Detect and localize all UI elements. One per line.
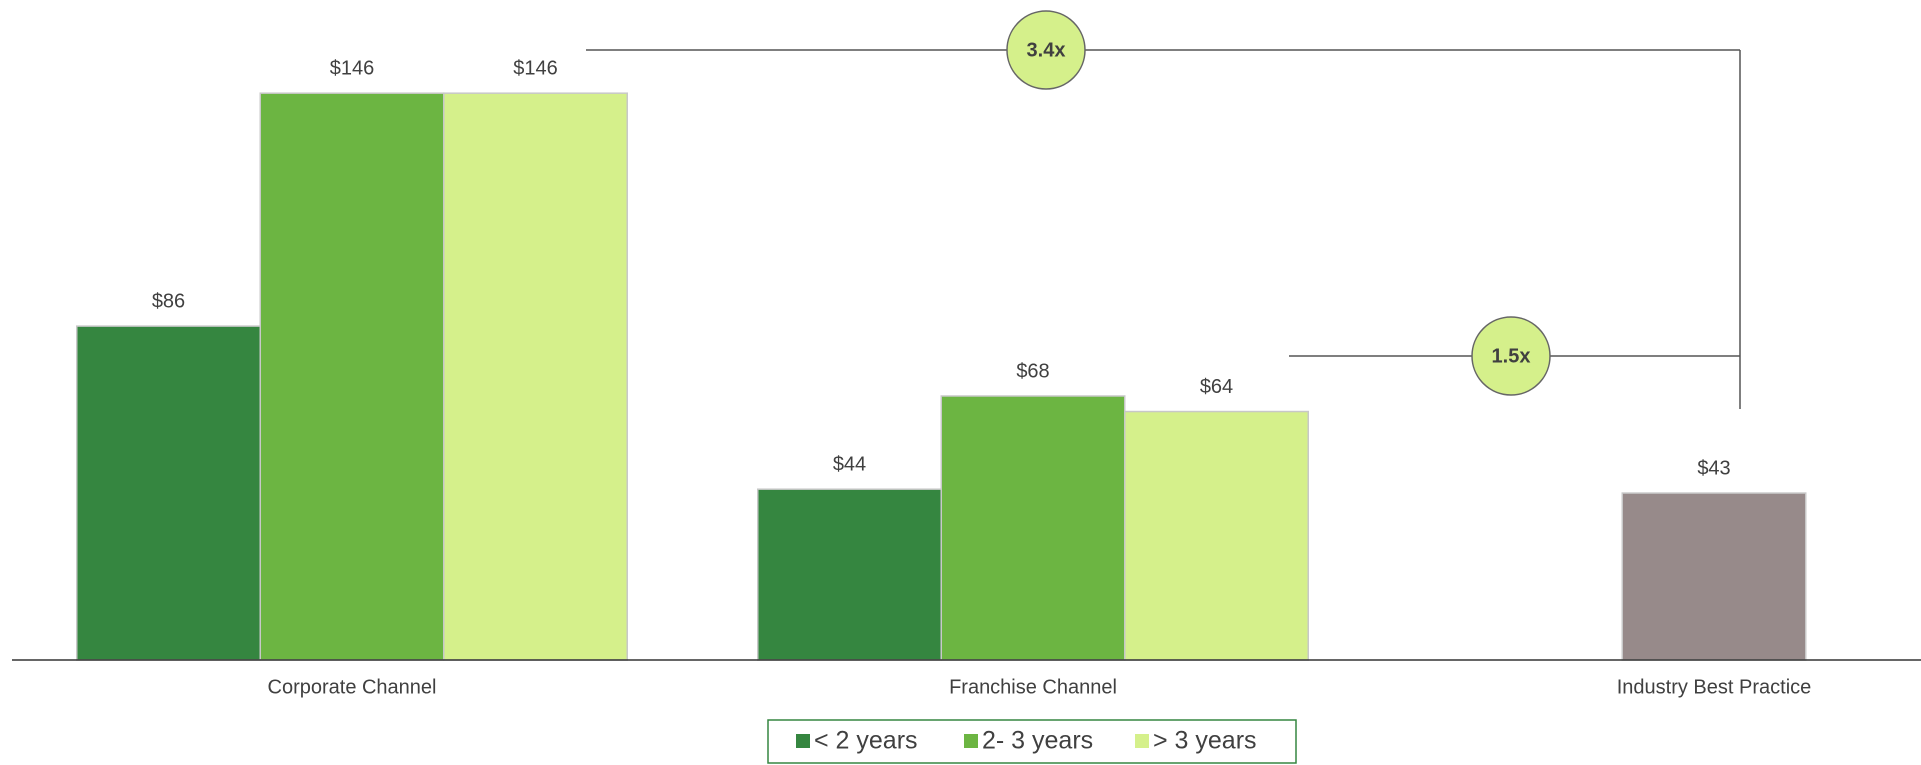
value-label: $68 [1016,360,1049,382]
bar [757,488,942,661]
bar [1124,410,1309,661]
x-tick-label: Industry Best Practice [1617,676,1812,698]
benchmark-bar [1621,492,1807,661]
legend-swatch [964,734,978,748]
bar [76,325,261,661]
annotation: 3.4x [1027,39,1066,61]
value-label: $146 [330,57,375,79]
bar [259,92,445,661]
value-label: $43 [1697,457,1730,479]
annotation-badge [1471,316,1551,396]
legend-box [767,719,1297,764]
annotation: 1.5x [1492,345,1531,367]
legend-swatch [1135,734,1149,748]
value-label: $44 [833,453,866,475]
bar [940,395,1126,661]
value-label: $86 [152,290,185,312]
legend-label: 2- 3 years [982,727,1093,755]
value-label: $64 [1200,376,1233,398]
legend-label: < 2 years [814,727,918,755]
bar [443,92,628,661]
x-tick-label: Franchise Channel [949,676,1117,698]
legend-label: > 3 years [1153,727,1257,755]
annotation-badge [1006,10,1086,90]
x-tick-label: Corporate Channel [268,676,437,698]
value-label: $146 [513,57,558,79]
legend-swatch [796,734,810,748]
